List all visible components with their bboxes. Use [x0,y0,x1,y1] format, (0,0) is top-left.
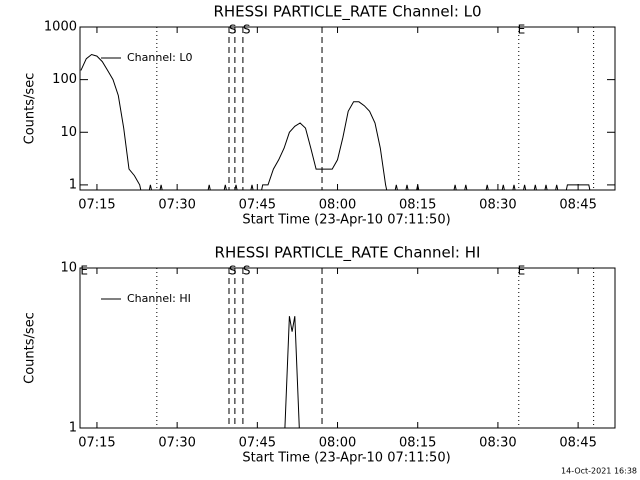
x-axis-label: Start Time (23-Apr-10 07:11:50) [242,213,450,228]
x-tick-label: 08:45 [559,436,596,451]
x-tick-label: 08:15 [399,198,436,213]
annotation: S [229,264,237,278]
x-tick-label: 08:00 [319,436,356,451]
x-tick-label: 07:15 [78,436,115,451]
plot-frame [79,267,616,429]
series-line [80,53,591,190]
footer: 14-Oct-2021 16:38 [561,467,637,476]
x-tick-label: 07:45 [239,198,276,213]
legend-label: Channel: HI [127,292,191,305]
x-tick-label: 07:45 [239,436,276,451]
x-axis-label: Start Time (23-Apr-10 07:11:50) [242,451,450,466]
annotation: E [80,264,88,278]
y-tick-label: 10 [60,261,77,276]
y-axis-label: Counts/sec [23,73,38,145]
chart-title: RHESSI PARTICLE_RATE Channel: HI [215,244,481,263]
x-tick-label: 08:30 [479,198,516,213]
y-tick-label: 1000 [44,20,77,35]
legend-label: Channel: L0 [127,51,193,64]
y-tick-label: 10 [60,125,77,140]
x-tick-label: 07:30 [158,436,195,451]
series-line [284,316,300,428]
y-tick-label: 1 [69,177,77,192]
x-tick-label: 07:15 [78,198,115,213]
plot-frame [79,26,616,191]
x-tick-label: 08:30 [479,436,516,451]
annotation: S [243,23,251,37]
y-axis-label: Counts/sec [23,312,38,384]
x-tick-label: 08:45 [559,198,596,213]
y-tick-label: 1 [69,421,77,436]
annotation: S [229,23,237,37]
x-tick-label: 08:00 [319,198,356,213]
chart-title: RHESSI PARTICLE_RATE Channel: L0 [213,3,481,22]
x-tick-label: 08:15 [399,436,436,451]
x-tick-label: 07:30 [158,198,195,213]
annotation: S [243,264,251,278]
annotation: E [518,264,526,278]
y-tick-label: 100 [52,72,77,87]
plot-area [80,53,591,190]
annotation: E [518,23,526,37]
plot-area [284,316,300,428]
